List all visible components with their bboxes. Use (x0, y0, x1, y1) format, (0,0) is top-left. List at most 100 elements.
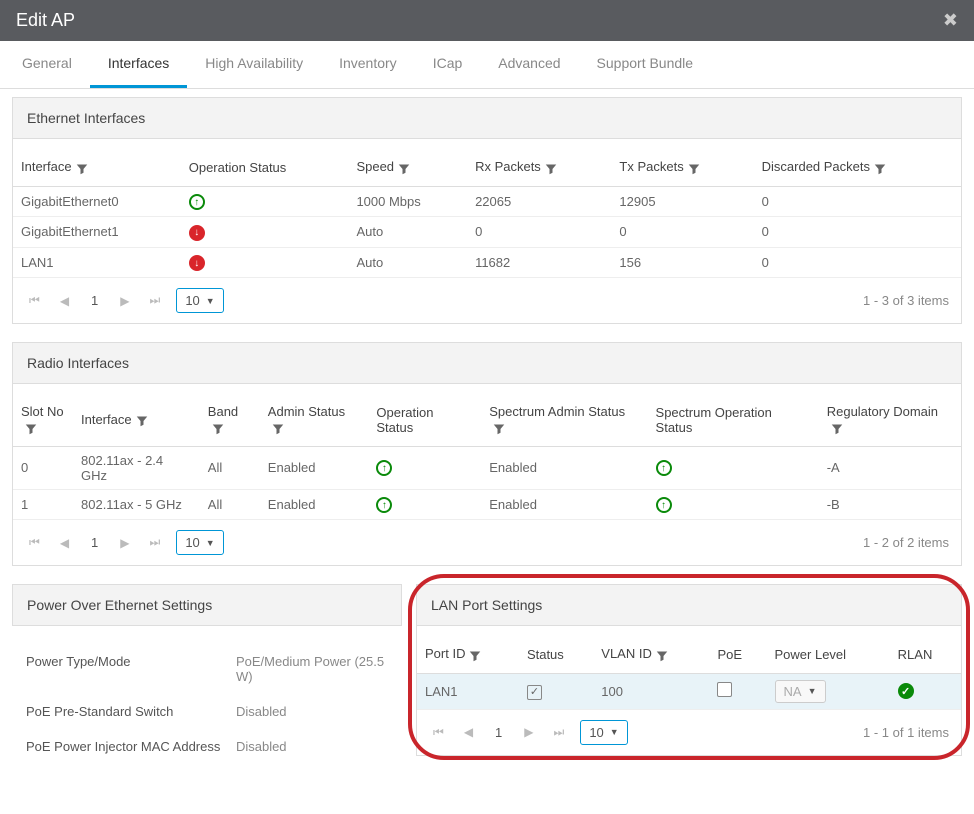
filter-icon[interactable] (76, 160, 88, 176)
page-size-select[interactable]: 10▼ (580, 720, 627, 745)
filter-icon[interactable] (874, 160, 886, 176)
lan-port-table: Port ID Status VLAN ID PoE Power Level R… (417, 636, 961, 710)
table-row[interactable]: 1802.11ax - 5 GHzAllEnabled↑Enabled↑-B (13, 489, 961, 520)
status-checkbox[interactable]: ✓ (527, 685, 542, 700)
tab-icap[interactable]: ICap (415, 41, 481, 88)
filter-icon[interactable] (831, 420, 843, 436)
cell-spec-admin: Enabled (481, 489, 647, 520)
power-level-select[interactable]: NA ▼ (775, 680, 826, 703)
col-vlan-id[interactable]: VLAN ID (593, 636, 709, 673)
pager-first-icon[interactable]: ⏮ (25, 293, 44, 308)
col-op-status[interactable]: Operation Status (181, 149, 349, 186)
table-row[interactable]: LAN1 ✓ 100 NA ▼ ✓ (417, 673, 961, 709)
filter-icon[interactable] (398, 160, 410, 176)
page-size-select[interactable]: 10▼ (176, 288, 223, 313)
modal-header: Edit AP ✖ (0, 0, 974, 41)
table-row[interactable]: 0802.11ax - 2.4 GHzAllEnabled↑Enabled↑-A (13, 446, 961, 489)
cell-slot: 1 (13, 489, 73, 520)
cell-reg: -B (819, 489, 961, 520)
col-poe[interactable]: PoE (709, 636, 766, 673)
pager-first-icon[interactable]: ⏮ (25, 535, 44, 550)
table-row[interactable]: GigabitEthernet0↑1000 Mbps22065129050 (13, 186, 961, 217)
filter-icon[interactable] (136, 412, 148, 428)
pager-last-icon[interactable]: ⏭ (146, 535, 165, 550)
cell-op-status: ↑ (368, 489, 481, 520)
status-down-icon: ↓ (189, 255, 205, 271)
table-row[interactable]: GigabitEthernet1↓Auto000 (13, 217, 961, 248)
status-check-icon: ✓ (898, 683, 914, 699)
kv-value: PoE/Medium Power (25.5 W) (236, 654, 388, 684)
panel-title: Radio Interfaces (13, 343, 961, 384)
cell-interface: GigabitEthernet1 (13, 217, 181, 248)
pager-page: 1 (85, 535, 104, 550)
filter-icon[interactable] (25, 420, 37, 436)
col-op-status[interactable]: Operation Status (368, 394, 481, 446)
cell-band: All (200, 489, 260, 520)
cell-rlan: ✓ (890, 673, 961, 709)
cell-vlan: 100 (593, 673, 709, 709)
pager-summary: 1 - 1 of 1 items (863, 725, 949, 740)
col-admin-status[interactable]: Admin Status (260, 394, 369, 446)
cell-interface: 802.11ax - 5 GHz (73, 489, 200, 520)
col-reg-domain[interactable]: Regulatory Domain (819, 394, 961, 446)
tab-general[interactable]: General (4, 41, 90, 88)
col-spec-admin[interactable]: Spectrum Admin Status (481, 394, 647, 446)
col-speed[interactable]: Speed (348, 149, 467, 186)
close-icon[interactable]: ✖ (943, 10, 958, 31)
table-row[interactable]: LAN1↓Auto116821560 (13, 247, 961, 278)
cell-tx: 0 (611, 217, 753, 248)
page-size-select[interactable]: 10▼ (176, 530, 223, 555)
pager-next-icon[interactable]: ▶ (116, 294, 133, 308)
cell-port-id: LAN1 (417, 673, 519, 709)
pager-next-icon[interactable]: ▶ (520, 725, 537, 739)
panel-title: Power Over Ethernet Settings (13, 585, 401, 626)
col-status[interactable]: Status (519, 636, 593, 673)
tab-inventory[interactable]: Inventory (321, 41, 415, 88)
col-interface[interactable]: Interface (13, 149, 181, 186)
pager-summary: 1 - 2 of 2 items (863, 535, 949, 550)
pager-last-icon[interactable]: ⏭ (550, 725, 569, 740)
filter-icon[interactable] (493, 420, 505, 436)
filter-icon[interactable] (469, 647, 481, 663)
cell-poe (709, 673, 766, 709)
col-band[interactable]: Band (200, 394, 260, 446)
cell-speed: Auto (348, 247, 467, 278)
col-rx[interactable]: Rx Packets (467, 149, 611, 186)
cell-op-status: ↑ (181, 186, 349, 217)
col-port-id[interactable]: Port ID (417, 636, 519, 673)
status-up-icon: ↑ (189, 194, 205, 210)
cell-interface: LAN1 (13, 247, 181, 278)
pager-prev-icon[interactable]: ◀ (460, 725, 477, 739)
filter-icon[interactable] (272, 420, 284, 436)
col-tx[interactable]: Tx Packets (611, 149, 753, 186)
filter-icon[interactable] (212, 420, 224, 436)
tab-advanced[interactable]: Advanced (480, 41, 578, 88)
filter-icon[interactable] (688, 160, 700, 176)
cell-op-status: ↑ (368, 446, 481, 489)
col-spec-op[interactable]: Spectrum Operation Status (648, 394, 819, 446)
pager: ⏮ ◀ 1 ▶ ⏭ 10▼ 1 - 1 of 1 items (417, 710, 961, 755)
filter-icon[interactable] (656, 647, 668, 663)
pager-prev-icon[interactable]: ◀ (56, 536, 73, 550)
pager-next-icon[interactable]: ▶ (116, 536, 133, 550)
filter-icon[interactable] (545, 160, 557, 176)
tab-high-availability[interactable]: High Availability (187, 41, 321, 88)
cell-spec-op: ↑ (648, 446, 819, 489)
panel-title: Ethernet Interfaces (13, 98, 961, 139)
tab-support-bundle[interactable]: Support Bundle (579, 41, 712, 88)
chevron-down-icon: ▼ (808, 686, 817, 696)
col-power-level[interactable]: Power Level (767, 636, 890, 673)
pager-first-icon[interactable]: ⏮ (429, 725, 448, 740)
pager-prev-icon[interactable]: ◀ (56, 294, 73, 308)
cell-admin: Enabled (260, 446, 369, 489)
col-slot[interactable]: Slot No (13, 394, 73, 446)
chevron-down-icon: ▼ (206, 538, 215, 548)
col-interface[interactable]: Interface (73, 394, 200, 446)
col-rlan[interactable]: RLAN (890, 636, 961, 673)
poe-checkbox[interactable] (717, 682, 732, 697)
chevron-down-icon: ▼ (610, 727, 619, 737)
tab-interfaces[interactable]: Interfaces (90, 41, 187, 88)
col-discarded[interactable]: Discarded Packets (754, 149, 961, 186)
status-up-icon: ↑ (656, 460, 672, 476)
pager-last-icon[interactable]: ⏭ (146, 293, 165, 308)
